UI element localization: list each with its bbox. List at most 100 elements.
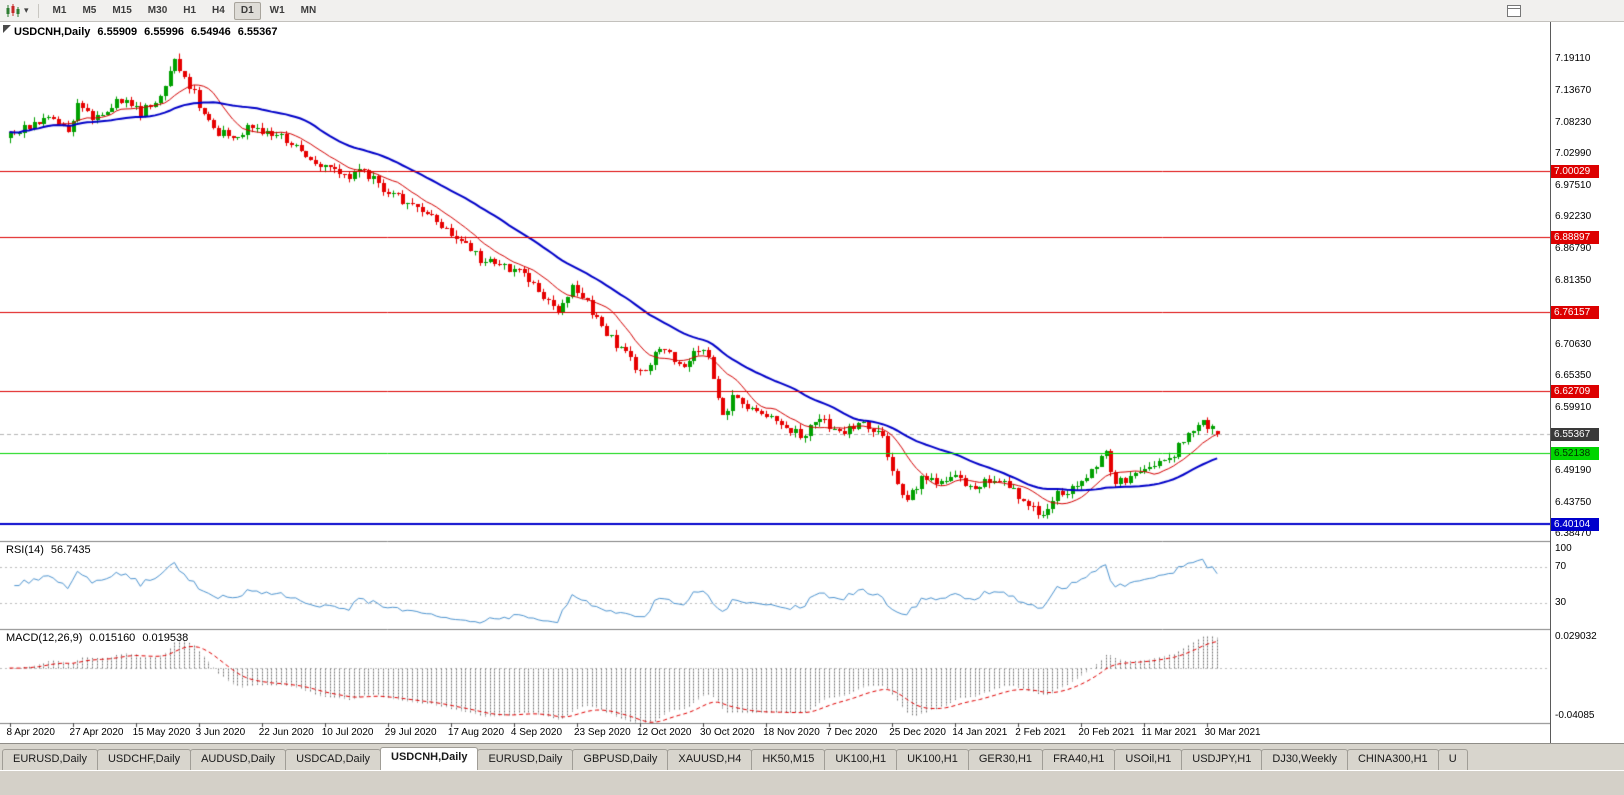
price-axis-label: 6.38470 bbox=[1555, 527, 1592, 539]
macd-value-main: 0.015160 bbox=[89, 632, 136, 644]
toolbar-separator bbox=[37, 3, 39, 18]
price-badge-resistance-line[interactable]: 6.88897 bbox=[1551, 230, 1599, 244]
rsi-scale-label: 30 bbox=[1555, 596, 1567, 608]
macd-indicator-label: MACD(12,26,9) 0.015160 0.019538 bbox=[6, 632, 188, 644]
chart-tab-fra40-h1[interactable]: FRA40,H1 bbox=[1042, 749, 1116, 770]
time-axis-label: 25 Dec 2020 bbox=[889, 727, 946, 738]
time-axis-label: 20 Feb 2021 bbox=[1078, 727, 1135, 738]
price-axis-label: 7.13670 bbox=[1555, 85, 1592, 97]
chart-tab-usdcad-daily[interactable]: USDCAD,Daily bbox=[285, 749, 382, 770]
chart-tab-eurusd-daily[interactable]: EURUSD,Daily bbox=[2, 749, 98, 770]
price-axis-label: 6.97510 bbox=[1555, 180, 1592, 192]
candlestick-chart-icon[interactable] bbox=[5, 3, 21, 18]
chart-tab-gbpusd-daily[interactable]: GBPUSD,Daily bbox=[572, 749, 669, 770]
price-axis-label: 6.86790 bbox=[1555, 243, 1592, 255]
panel-icon[interactable] bbox=[1507, 4, 1521, 17]
price-axis-label: 7.02990 bbox=[1555, 147, 1592, 159]
timeframe-buttons: M1 M5 M15 M30 H1 H4 D1 W1 MN bbox=[46, 1, 324, 20]
toolbar: ▾ M1 M5 M15 M30 H1 H4 D1 W1 MN bbox=[0, 0, 1624, 22]
price-badge-resistance-line[interactable]: 7.00029 bbox=[1551, 165, 1599, 179]
chart-region[interactable]: USDCNH,Daily 6.55909 6.55996 6.54946 6.5… bbox=[0, 22, 1550, 743]
time-axis-label: 2 Feb 2021 bbox=[1015, 727, 1066, 738]
chevron-down-icon[interactable]: ▾ bbox=[24, 5, 29, 15]
chart-tab-uk100-h1[interactable]: UK100,H1 bbox=[896, 749, 969, 770]
rsi-indicator-label: RSI(14) 56.7435 bbox=[6, 544, 91, 556]
price-axis-label: 6.65350 bbox=[1555, 369, 1592, 381]
timeframe-button-w1[interactable]: W1 bbox=[269, 4, 285, 16]
chart-tab-u[interactable]: U bbox=[1437, 749, 1468, 770]
macd-value-signal: 0.019538 bbox=[142, 632, 189, 644]
chart-tab-usoil-h1[interactable]: USOil,H1 bbox=[1114, 749, 1183, 770]
rsi-value: 56.7435 bbox=[50, 544, 91, 556]
macd-scale-label: 0.029032 bbox=[1555, 631, 1597, 642]
one-click-trading-icon[interactable] bbox=[3, 25, 11, 33]
ohlc-close: 6.55367 bbox=[237, 26, 278, 38]
price-axis-label: 6.70630 bbox=[1555, 338, 1592, 350]
timeframe-button-h4[interactable]: H4 bbox=[212, 4, 225, 16]
time-axis-label: 18 Nov 2020 bbox=[763, 727, 820, 738]
price-badge-support-line[interactable]: 6.52138 bbox=[1551, 447, 1599, 461]
time-axis-label: 23 Sep 2020 bbox=[573, 727, 631, 738]
price-axis-label: 6.81350 bbox=[1555, 275, 1592, 287]
price-axis-label: 6.43750 bbox=[1555, 496, 1592, 508]
chart-tab-uk100-h1[interactable]: UK100,H1 bbox=[824, 749, 898, 770]
time-axis-label: 12 Oct 2020 bbox=[637, 727, 692, 738]
time-axis-label: 7 Dec 2020 bbox=[826, 727, 878, 738]
price-axis-label: 6.59910 bbox=[1555, 401, 1592, 413]
ohlc-open: 6.55909 bbox=[97, 26, 138, 38]
chart-symbol-period: USDCNH,Daily bbox=[14, 26, 91, 38]
time-axis-label: 4 Sep 2020 bbox=[510, 727, 563, 738]
chart-tab-usdchf-daily[interactable]: USDCHF,Daily bbox=[96, 749, 192, 770]
time-axis-label: 22 Jun 2020 bbox=[258, 727, 314, 738]
rsi-scale-label: 100 bbox=[1555, 543, 1572, 554]
price-axis-label: 7.08230 bbox=[1555, 117, 1592, 129]
time-axis[interactable]: 8 Apr 2020 27 Apr 2020 15 May 2020 3 Jun 20… bbox=[0, 723, 1550, 743]
time-axis-label: 27 Apr 2020 bbox=[69, 727, 124, 738]
chart-tab-usdcnh-daily[interactable]: USDCNH,Daily bbox=[380, 747, 479, 770]
time-axis-label: 8 Apr 2020 bbox=[6, 727, 55, 738]
chart-tab-eurusd-daily[interactable]: EURUSD,Daily bbox=[477, 749, 574, 770]
price-axis-label: 6.92230 bbox=[1555, 211, 1592, 223]
time-axis-label: 15 May 2020 bbox=[132, 727, 191, 738]
time-axis-label: 30 Mar 2021 bbox=[1204, 727, 1261, 738]
chart-tab-ger30-h1[interactable]: GER30,H1 bbox=[967, 749, 1044, 770]
timeframe-button-m15[interactable]: M15 bbox=[112, 4, 132, 16]
rsi-name: RSI(14) bbox=[6, 544, 44, 556]
time-axis-label: 29 Jul 2020 bbox=[384, 727, 437, 738]
ohlc-low: 6.54946 bbox=[190, 26, 231, 38]
chart-ohlc-title: USDCNH,Daily 6.55909 6.55996 6.54946 6.5… bbox=[14, 26, 277, 38]
chart-tab-hk50-m15[interactable]: HK50,M15 bbox=[751, 749, 826, 770]
timeframe-button-m5[interactable]: M5 bbox=[82, 4, 97, 16]
rsi-scale-label: 70 bbox=[1555, 561, 1567, 573]
time-axis-label: 30 Oct 2020 bbox=[700, 727, 755, 738]
chart-tab-audusd-daily[interactable]: AUDUSD,Daily bbox=[190, 749, 287, 770]
price-axis[interactable]: 7.19110 7.13670 7.08230 7.02990 6.97510 6.922… bbox=[1550, 22, 1624, 743]
status-bar bbox=[0, 770, 1624, 795]
time-axis-label: 17 Aug 2020 bbox=[447, 727, 505, 738]
price-axis-label: 6.49190 bbox=[1555, 464, 1592, 476]
ohlc-high: 6.55996 bbox=[144, 26, 184, 38]
time-axis-label: 3 Jun 2020 bbox=[195, 727, 246, 738]
price-badge-resistance-line[interactable]: 6.76157 bbox=[1551, 306, 1599, 320]
chart-tab-china300-h1[interactable]: CHINA300,H1 bbox=[1346, 749, 1439, 770]
price-badge-resistance-line[interactable]: 6.62709 bbox=[1551, 385, 1599, 399]
price-badge-bid-price: 6.55367 bbox=[1551, 428, 1599, 442]
timeframe-button-d1[interactable]: D1 bbox=[233, 1, 261, 20]
price-axis-label: 7.19110 bbox=[1555, 53, 1591, 65]
timeframe-button-h1[interactable]: H1 bbox=[183, 4, 197, 16]
chart-tab-xauusd-h4[interactable]: XAUUSD,H4 bbox=[667, 749, 753, 770]
chart-tab-bar: EURUSD,Daily USDCHF,Daily AUDUSD,Daily USDC… bbox=[0, 743, 1624, 770]
chart-tab-dj30-weekly[interactable]: DJ30,Weekly bbox=[1261, 749, 1348, 770]
price-chart-canvas[interactable] bbox=[0, 22, 1550, 743]
timeframe-button-mn[interactable]: MN bbox=[300, 4, 317, 16]
timeframe-button-m30[interactable]: M30 bbox=[147, 4, 168, 16]
price-badge-support-line[interactable]: 6.40104 bbox=[1551, 518, 1599, 532]
macd-name: MACD(12,26,9) bbox=[6, 632, 83, 644]
macd-scale-label: -0.04085 bbox=[1555, 710, 1595, 721]
time-axis-label: 14 Jan 2021 bbox=[952, 727, 1008, 738]
chart-tab-usdjpy-h1[interactable]: USDJPY,H1 bbox=[1181, 749, 1263, 770]
time-axis-label: 11 Mar 2021 bbox=[1141, 727, 1197, 738]
time-axis-label: 10 Jul 2020 bbox=[321, 727, 374, 738]
timeframe-button-m1[interactable]: M1 bbox=[52, 4, 67, 16]
